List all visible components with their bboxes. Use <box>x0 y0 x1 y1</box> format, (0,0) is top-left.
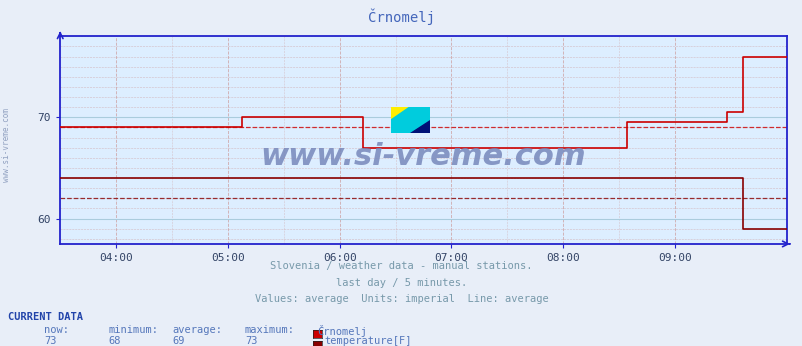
Text: average:: average: <box>172 325 222 335</box>
Text: maximum:: maximum: <box>245 325 294 335</box>
Text: 68: 68 <box>108 336 121 346</box>
Text: now:: now: <box>44 325 69 335</box>
Text: 73: 73 <box>245 336 257 346</box>
Text: temperature[F]: temperature[F] <box>324 336 411 346</box>
Text: CURRENT DATA: CURRENT DATA <box>8 312 83 322</box>
Polygon shape <box>391 107 429 133</box>
Text: www.si-vreme.com: www.si-vreme.com <box>261 142 585 171</box>
Polygon shape <box>410 120 429 133</box>
Text: last day / 5 minutes.: last day / 5 minutes. <box>335 278 467 288</box>
Text: minimum:: minimum: <box>108 325 158 335</box>
Text: Črnomelj: Črnomelj <box>317 325 367 337</box>
Text: www.si-vreme.com: www.si-vreme.com <box>2 108 11 182</box>
Text: 69: 69 <box>172 336 185 346</box>
Text: Values: average  Units: imperial  Line: average: Values: average Units: imperial Line: av… <box>254 294 548 304</box>
Text: Slovenia / weather data - manual stations.: Slovenia / weather data - manual station… <box>270 261 532 271</box>
Polygon shape <box>391 107 410 120</box>
Text: 73: 73 <box>44 336 57 346</box>
Text: Črnomelj: Črnomelj <box>367 9 435 25</box>
